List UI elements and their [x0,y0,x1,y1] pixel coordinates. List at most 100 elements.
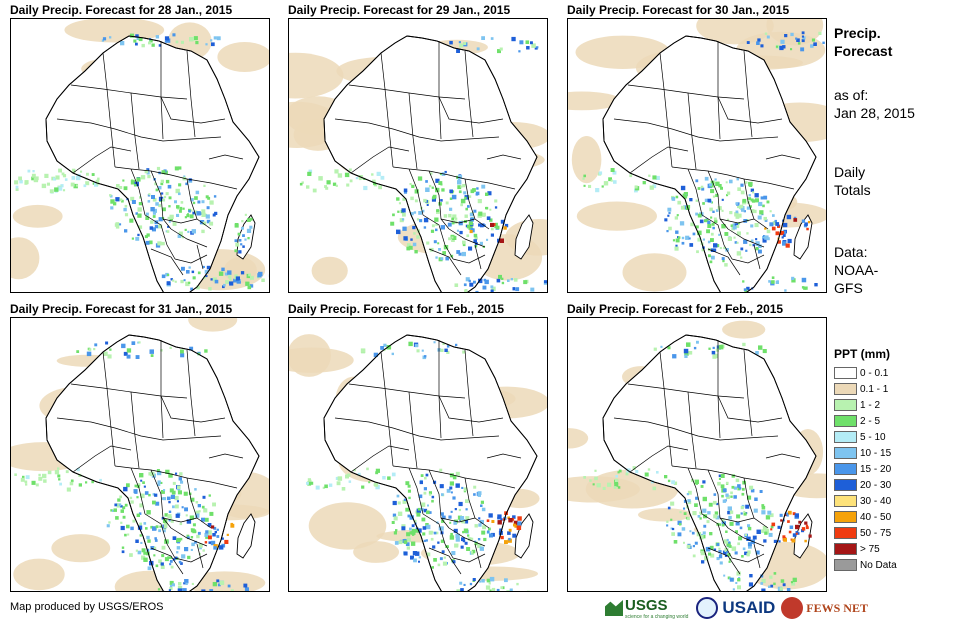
precip-cell [417,528,422,533]
legend-label: 50 - 75 [860,527,892,539]
legend-title: PPT (mm) [834,347,891,361]
dry-area [64,19,165,43]
country-border [659,351,673,467]
precip-cell [380,175,385,180]
precip-cell [497,520,502,525]
precip-cell [512,287,516,291]
precip-cell [536,46,539,49]
precip-cell [455,217,458,220]
precip-cell [204,269,209,274]
precip-cell [393,531,397,535]
precip-cell [496,588,500,591]
precip-cell [759,210,764,215]
country-border [130,391,140,469]
precip-cell [155,564,159,568]
precip-cell [612,170,617,175]
legend-label: 15 - 20 [860,463,892,475]
precip-cell [762,235,765,239]
precip-cell [736,514,741,519]
precip-cell [504,223,509,228]
country-border [743,349,753,437]
precip-cell [194,210,198,214]
precip-cell [464,289,467,292]
daily-totals-block: Daily Totals [834,163,871,199]
precip-cell [246,228,252,233]
panel-title: Daily Precip. Forecast for 29 Jan., 2015 [288,3,511,17]
precip-cell [209,200,214,205]
country-border [408,168,424,216]
precip-cell [431,495,435,499]
precip-cell [415,529,419,533]
precip-cell [752,191,755,194]
precip-cell [373,352,378,357]
precip-cell [715,348,719,352]
country-border [717,96,783,124]
precip-cell [775,280,779,284]
country-border [208,453,244,459]
country-border [438,96,504,124]
precip-cell [167,225,170,228]
precip-cell [625,472,629,476]
precip-cell [791,278,796,283]
precip-cell [145,240,150,245]
precip-cell [729,521,734,526]
precip-cell [482,525,486,530]
precip-cell [176,537,181,542]
precip-cell [149,39,153,43]
legend-item: 50 - 75 [834,525,954,541]
precip-cell [791,538,796,543]
precip-cell [732,223,735,226]
precip-cell [203,508,208,513]
precip-cell [687,490,692,495]
precip-cell [307,171,312,176]
precip-cell [725,530,728,533]
precip-cell [15,188,19,191]
precip-cell [226,533,229,536]
precip-cell [471,549,476,554]
precip-cell [115,197,120,202]
precip-cell [706,219,709,222]
precip-cell [675,230,679,234]
precip-cell [178,231,183,236]
country-border [408,92,418,170]
precip-cell [181,266,185,271]
precip-cell [61,172,65,176]
precip-cell [458,501,463,507]
precip-cell [686,517,690,521]
precip-cell [411,524,415,528]
precip-cell [673,481,678,485]
country-border [150,248,184,276]
precip-cell [216,36,221,41]
country-border [186,349,196,437]
precip-cell [357,472,361,476]
precip-cell [54,470,60,475]
precip-cell [176,551,179,554]
precip-cell [448,213,452,218]
precip-cell [807,220,811,224]
precip-cell [157,241,162,246]
precip-cell [655,175,660,180]
precip-cell [748,194,751,197]
precip-cell [25,475,30,480]
precip-cell [120,509,124,513]
precip-cell [667,207,672,212]
precip-cell [376,171,381,176]
precip-cell [183,279,186,282]
precip-cell [183,175,186,178]
precip-cell [412,242,417,247]
precip-cell [700,185,704,189]
precip-cell [234,223,239,227]
precip-cell [461,251,466,257]
precip-cell [475,290,479,292]
precip-cell [716,345,721,350]
precip-cell [691,478,694,482]
precip-cell [446,345,450,348]
precip-cell [462,184,466,188]
precip-cell [405,542,410,546]
precip-cell [674,246,679,251]
precip-cell [785,243,790,248]
precip-cell [441,493,444,496]
precip-cell [768,532,773,537]
precip-cell [718,547,721,550]
precip-cell [139,503,144,508]
